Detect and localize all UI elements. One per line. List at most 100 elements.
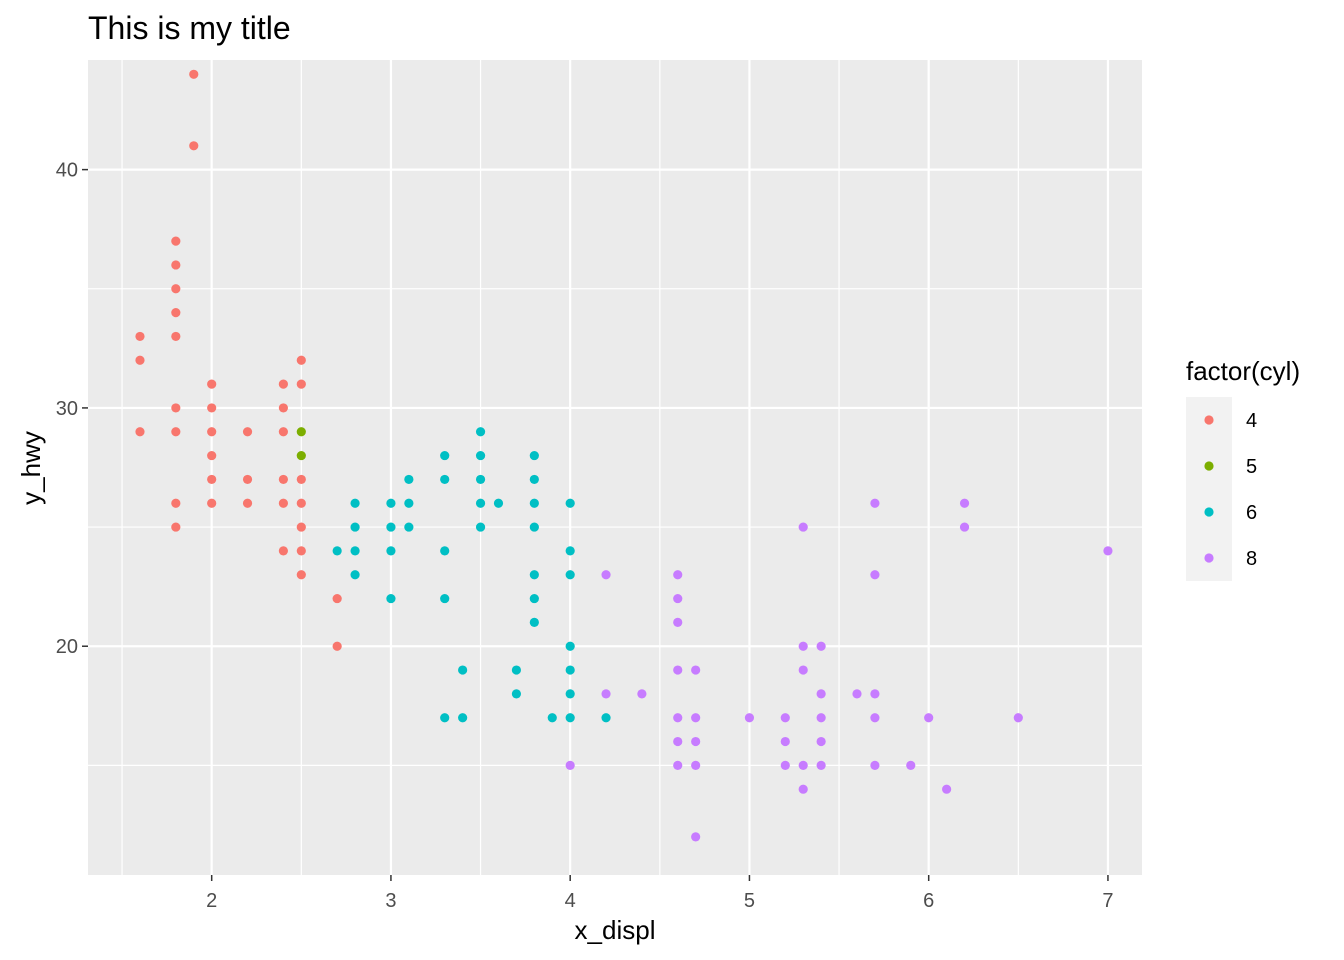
x-tick-label: 3 — [385, 890, 396, 912]
data-point-cyl-6 — [475, 522, 486, 532]
data-point-cyl-6 — [440, 450, 450, 461]
data-point-cyl-4 — [189, 69, 199, 79]
data-point-cyl-6 — [332, 546, 342, 556]
data-point-cyl-6 — [386, 593, 396, 604]
data-point-cyl-6 — [601, 713, 611, 723]
data-point-cyl-8 — [798, 641, 808, 651]
data-point-cyl-4 — [296, 379, 306, 389]
data-points — [135, 69, 1113, 842]
data-point-cyl-4 — [207, 403, 217, 413]
legend-key-cyl-5 — [1204, 461, 1214, 471]
y-tick-label: 30 — [56, 398, 78, 420]
plot-panel — [88, 60, 1142, 875]
legend-title: factor(cyl) — [1186, 356, 1300, 386]
data-point-cyl-6 — [350, 546, 360, 556]
data-point-cyl-4 — [296, 474, 306, 485]
legend: factor(cyl) 4 5 6 8 — [1186, 356, 1300, 581]
y-tick-label: 20 — [56, 636, 78, 658]
data-point-cyl-6 — [440, 546, 450, 556]
data-point-cyl-6 — [511, 689, 522, 699]
data-point-cyl-4 — [135, 427, 145, 437]
data-point-cyl-4 — [189, 141, 199, 151]
y-axis-title: y_hwy — [16, 431, 46, 505]
data-point-cyl-6 — [475, 474, 486, 485]
data-point-cyl-8 — [959, 522, 970, 532]
data-point-cyl-4 — [296, 522, 306, 532]
legend-key-cyl-6 — [1204, 507, 1214, 517]
data-point-cyl-8 — [601, 570, 611, 580]
data-point-cyl-4 — [207, 450, 217, 461]
data-point-cyl-4 — [171, 308, 181, 318]
data-point-cyl-4 — [296, 570, 306, 580]
data-point-cyl-8 — [942, 784, 952, 794]
data-point-cyl-8 — [816, 689, 826, 699]
data-point-cyl-8 — [870, 713, 880, 723]
data-point-cyl-6 — [529, 450, 539, 461]
data-point-cyl-4 — [207, 498, 217, 508]
data-point-cyl-4 — [171, 403, 181, 413]
legend-label-cyl-8: 8 — [1246, 548, 1257, 570]
data-point-cyl-6 — [386, 498, 396, 508]
legend-key-cyl-4 — [1204, 415, 1214, 425]
data-point-cyl-6 — [440, 593, 450, 604]
data-point-cyl-8 — [816, 641, 826, 651]
data-point-cyl-8 — [906, 760, 916, 770]
data-point-cyl-4 — [207, 474, 217, 485]
data-point-cyl-6 — [565, 498, 575, 508]
data-point-cyl-6 — [529, 498, 539, 508]
x-axis-title: x_displ — [575, 915, 656, 945]
data-point-cyl-8 — [816, 713, 826, 723]
data-point-cyl-8 — [673, 713, 683, 723]
data-point-cyl-6 — [386, 546, 396, 556]
data-point-cyl-4 — [242, 474, 253, 485]
data-point-cyl-4 — [278, 379, 288, 389]
data-point-cyl-8 — [673, 760, 683, 770]
data-point-cyl-8 — [1013, 713, 1023, 723]
data-point-cyl-6 — [404, 474, 414, 485]
data-point-cyl-4 — [278, 403, 288, 413]
data-point-cyl-8 — [798, 522, 808, 532]
data-point-cyl-8 — [601, 689, 611, 699]
data-point-cyl-8 — [870, 570, 880, 580]
data-point-cyl-6 — [529, 593, 539, 604]
y-tick-label: 40 — [56, 160, 78, 182]
data-point-cyl-6 — [440, 474, 450, 485]
data-point-cyl-4 — [296, 498, 306, 508]
data-point-cyl-4 — [278, 546, 288, 556]
data-point-cyl-8 — [673, 617, 683, 627]
data-point-cyl-6 — [529, 617, 539, 627]
data-point-cyl-6 — [565, 546, 575, 556]
data-point-cyl-6 — [404, 522, 414, 532]
data-point-cyl-6 — [475, 450, 486, 461]
data-point-cyl-4 — [171, 331, 181, 342]
data-point-cyl-8 — [798, 784, 808, 794]
data-point-cyl-4 — [171, 284, 181, 294]
data-point-cyl-6 — [386, 522, 396, 532]
data-point-cyl-6 — [350, 522, 360, 532]
data-point-cyl-8 — [673, 570, 683, 580]
data-point-cyl-8 — [780, 713, 790, 723]
data-point-cyl-4 — [278, 474, 288, 485]
data-point-cyl-6 — [565, 641, 575, 651]
legend-label-cyl-6: 6 — [1246, 502, 1257, 524]
data-point-cyl-6 — [475, 498, 486, 508]
data-point-cyl-8 — [637, 689, 647, 699]
data-point-cyl-8 — [852, 689, 862, 699]
data-point-cyl-8 — [565, 760, 575, 770]
data-point-cyl-4 — [135, 331, 145, 342]
data-point-cyl-4 — [171, 260, 181, 270]
data-point-cyl-6 — [565, 713, 575, 723]
data-point-cyl-4 — [296, 355, 306, 365]
data-point-cyl-8 — [673, 593, 683, 604]
legend-items: 4 5 6 8 — [1204, 410, 1257, 570]
data-point-cyl-8 — [816, 760, 826, 770]
data-point-cyl-8 — [924, 713, 934, 723]
legend-key-background — [1186, 397, 1232, 581]
major-grid — [88, 60, 1142, 875]
data-point-cyl-6 — [529, 474, 539, 485]
data-point-cyl-4 — [242, 427, 253, 437]
data-point-cyl-8 — [816, 736, 826, 747]
data-point-cyl-4 — [207, 379, 217, 389]
x-tick-label: 4 — [565, 890, 576, 912]
